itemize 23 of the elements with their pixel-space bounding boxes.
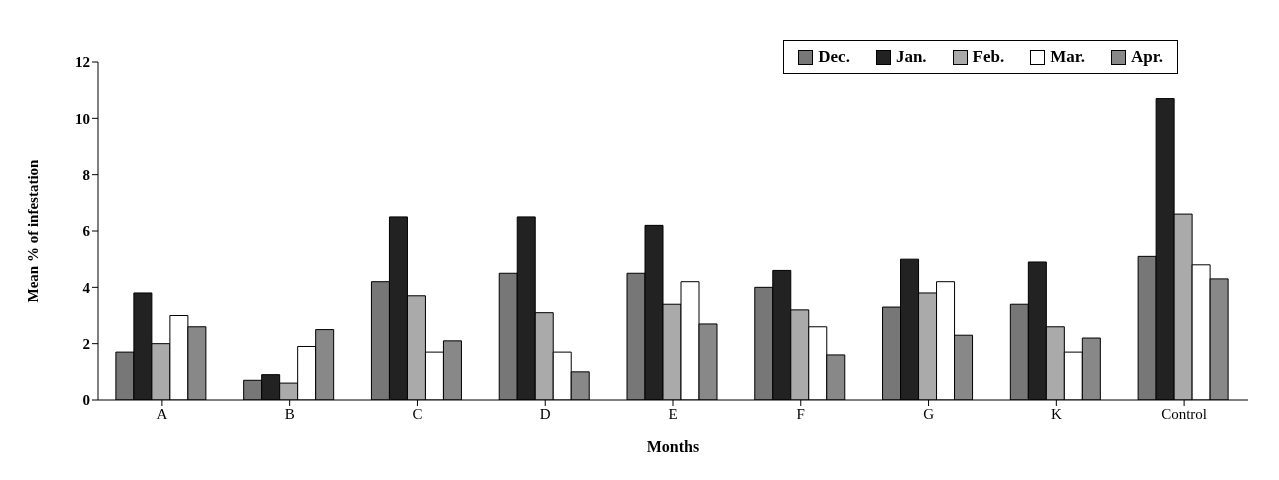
y-tick-label: 12 [75, 54, 90, 71]
x-tick-label: A [156, 405, 168, 422]
legend-label: Mar. [1049, 47, 1086, 67]
legend-label: Apr. [1130, 47, 1163, 67]
x-tick-label: C [412, 405, 423, 422]
legend-label: Feb. [971, 47, 1005, 67]
x-tick-label: G [923, 405, 935, 422]
x-tick-label: D [539, 405, 551, 422]
y-tick-label: 6 [82, 223, 91, 240]
x-tick-label: E [668, 405, 678, 422]
y-tick-label: 10 [75, 110, 90, 127]
y-tick-label: 0 [82, 392, 90, 409]
y-tick-label: 8 [82, 166, 90, 183]
x-tick-label: F [796, 405, 805, 422]
y-tick-label: 2 [82, 335, 90, 352]
y-tick-label: 4 [82, 279, 91, 296]
x-tick-label: Control [1161, 405, 1208, 422]
x-tick-label: B [284, 405, 295, 422]
x-tick-label: K [1050, 405, 1062, 422]
y-axis-title: Mean % of infestation [25, 158, 42, 303]
legend-label: Jan. [894, 47, 927, 67]
x-axis-title: Months [646, 438, 700, 455]
legend-label: Dec. [817, 47, 850, 67]
